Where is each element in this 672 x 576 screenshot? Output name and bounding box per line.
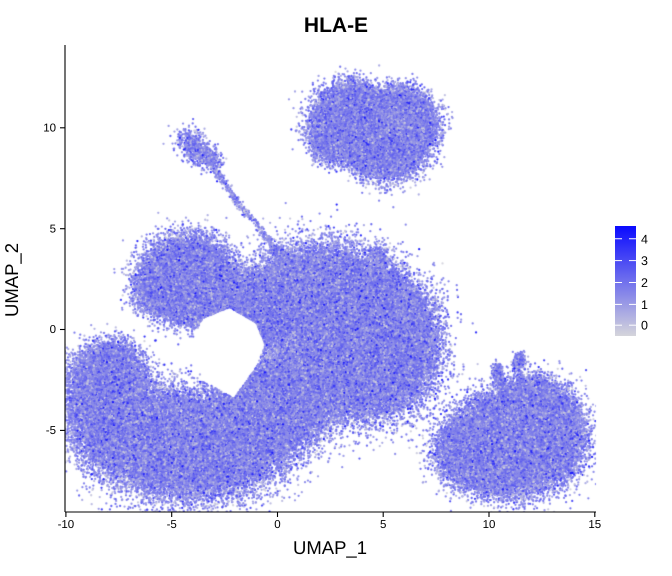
svg-text:0: 0	[641, 319, 648, 333]
svg-text:UMAP_1: UMAP_1	[293, 537, 367, 558]
svg-text:-10: -10	[58, 519, 75, 531]
svg-text:0: 0	[274, 519, 280, 531]
svg-text:3: 3	[641, 254, 648, 268]
svg-text:15: 15	[588, 519, 601, 531]
svg-text:4: 4	[641, 232, 648, 246]
svg-text:10: 10	[43, 123, 56, 135]
svg-text:1: 1	[641, 298, 648, 312]
svg-text:-5: -5	[167, 519, 177, 531]
svg-text:0: 0	[50, 324, 56, 336]
svg-text:UMAP_2: UMAP_2	[1, 243, 22, 317]
svg-text:-5: -5	[46, 425, 56, 437]
svg-text:10: 10	[483, 519, 496, 531]
svg-text:5: 5	[380, 519, 386, 531]
svg-text:2: 2	[641, 276, 648, 290]
svg-text:5: 5	[50, 223, 56, 235]
